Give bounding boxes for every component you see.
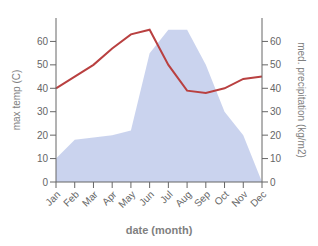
svg-text:20: 20 <box>37 130 49 141</box>
svg-text:Apr: Apr <box>100 188 119 207</box>
svg-text:Dec: Dec <box>248 189 268 209</box>
svg-text:0: 0 <box>270 177 276 188</box>
svg-text:10: 10 <box>37 153 49 164</box>
svg-text:Sep: Sep <box>192 188 213 209</box>
svg-text:40: 40 <box>37 83 49 94</box>
svg-text:60: 60 <box>37 36 49 47</box>
svg-text:Aug: Aug <box>173 189 193 209</box>
svg-text:Oct: Oct <box>212 189 231 208</box>
svg-text:60: 60 <box>270 36 282 47</box>
svg-text:max temp (C): max temp (C) <box>11 70 22 131</box>
svg-text:Jul: Jul <box>158 189 175 206</box>
svg-text:Jan: Jan <box>43 189 62 208</box>
svg-text:0: 0 <box>42 177 48 188</box>
svg-text:30: 30 <box>37 106 49 117</box>
svg-text:med. precipitation (kg/m2): med. precipitation (kg/m2) <box>296 42 307 158</box>
svg-text:date (month): date (month) <box>126 224 193 236</box>
svg-text:Nov: Nov <box>229 189 249 209</box>
svg-text:40: 40 <box>270 83 282 94</box>
svg-text:20: 20 <box>270 130 282 141</box>
svg-text:Mar: Mar <box>80 188 100 208</box>
svg-text:Feb: Feb <box>61 188 81 208</box>
svg-text:Jun: Jun <box>137 189 156 208</box>
svg-text:50: 50 <box>270 59 282 70</box>
svg-text:30: 30 <box>270 106 282 117</box>
svg-text:50: 50 <box>37 59 49 70</box>
svg-text:10: 10 <box>270 153 282 164</box>
svg-text:May: May <box>116 189 137 210</box>
